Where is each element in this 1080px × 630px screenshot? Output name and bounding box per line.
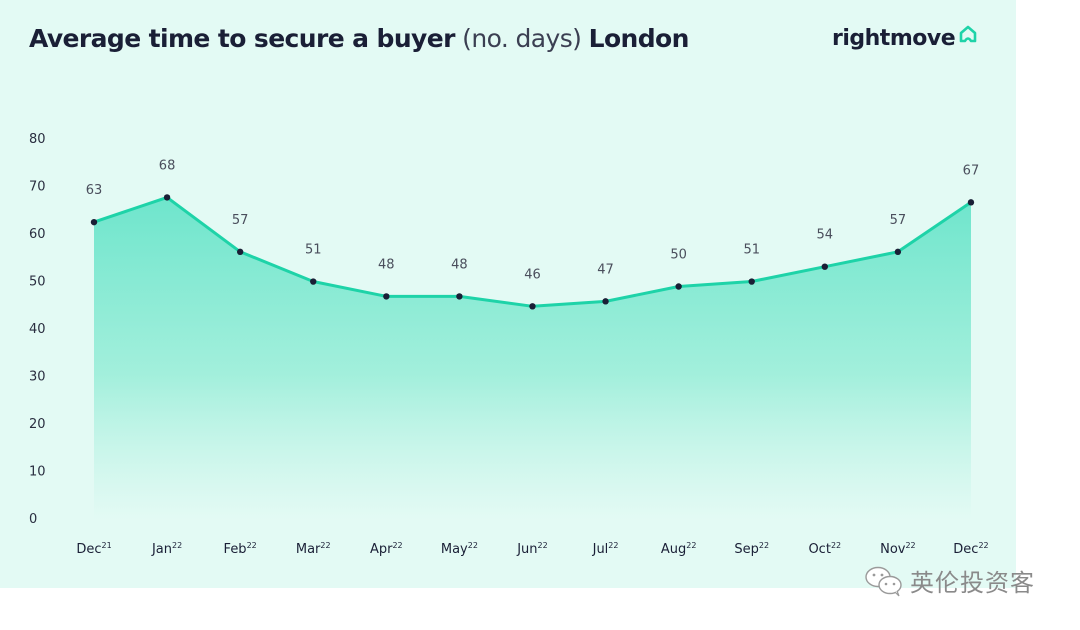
y-axis: 0 10 20 30 40 50 60 70 80 <box>29 132 46 527</box>
x-tick-label: Oct22 <box>808 541 841 557</box>
wechat-icon <box>865 566 902 596</box>
x-tick-label: Sep22 <box>734 541 769 557</box>
data-point <box>456 293 463 300</box>
data-point <box>90 218 98 226</box>
y-tick-label: 60 <box>29 227 46 242</box>
data-point <box>821 263 828 270</box>
watermark: 英伦投资客 <box>864 563 1035 598</box>
y-tick-label: 80 <box>29 132 46 147</box>
data-label: 68 <box>159 158 176 173</box>
data-point <box>748 278 755 285</box>
data-points <box>90 194 975 310</box>
data-label: 47 <box>597 262 614 277</box>
y-tick-label: 50 <box>29 275 46 290</box>
x-tick-label: Jun22 <box>516 541 548 557</box>
watermark-text: 英伦投资客 <box>910 569 1035 597</box>
data-label: 67 <box>963 163 980 178</box>
data-point <box>310 278 317 285</box>
y-tick-label: 40 <box>29 322 46 337</box>
data-label: 54 <box>817 228 834 243</box>
logo-text: rightmove <box>832 26 956 51</box>
area-fill <box>94 197 971 520</box>
x-tick-label: Jul22 <box>592 541 619 557</box>
y-tick-label: 70 <box>29 180 46 195</box>
data-label: 50 <box>670 248 687 263</box>
title-unit: (no. days) <box>462 24 582 53</box>
data-labels: 63 68 57 51 48 48 46 47 50 51 54 57 67 <box>86 158 980 282</box>
data-label: 51 <box>305 243 322 258</box>
data-label: 48 <box>451 257 468 272</box>
area-chart: 0 10 20 30 40 50 60 70 80 63 68 57 51 48 48 46 47 50 51 54… <box>29 132 989 557</box>
data-point <box>383 293 390 300</box>
data-point <box>602 298 609 305</box>
data-point <box>675 283 682 290</box>
data-point <box>163 194 171 201</box>
x-tick-label: Nov22 <box>880 541 916 557</box>
data-point <box>529 303 536 310</box>
y-tick-label: 30 <box>29 370 46 385</box>
title-location: London <box>588 24 690 53</box>
rightmove-logo: rightmove <box>832 25 978 51</box>
x-tick-label: Dec21 <box>76 541 111 557</box>
y-tick-label: 20 <box>29 417 46 432</box>
x-tick-label: May22 <box>441 541 478 557</box>
x-tick-label: Jan22 <box>151 541 182 557</box>
title-main: Average time to secure a buyer <box>29 24 455 53</box>
x-tick-label: Mar22 <box>296 541 331 557</box>
data-label: 57 <box>890 213 907 228</box>
data-label: 48 <box>378 257 395 272</box>
y-tick-label: 10 <box>29 465 46 480</box>
data-point <box>967 199 975 206</box>
x-tick-label: Dec22 <box>953 541 988 557</box>
data-label: 57 <box>232 213 249 228</box>
house-icon <box>959 25 977 43</box>
data-label: 51 <box>743 243 760 258</box>
data-label: 46 <box>524 267 541 282</box>
data-label: 63 <box>86 183 103 198</box>
y-tick-label: 0 <box>29 512 37 527</box>
chart-title: Average time to secure a buyer (no. days… <box>29 24 689 53</box>
x-axis: Dec21 Jan22 Feb22 Mar22 Apr22 May22 Jun22 Jul22… <box>76 541 988 557</box>
x-tick-label: Aug22 <box>661 541 697 557</box>
x-tick-label: Feb22 <box>224 541 257 557</box>
x-tick-label: Apr22 <box>370 541 403 557</box>
data-point <box>236 248 244 256</box>
data-point <box>894 248 902 256</box>
